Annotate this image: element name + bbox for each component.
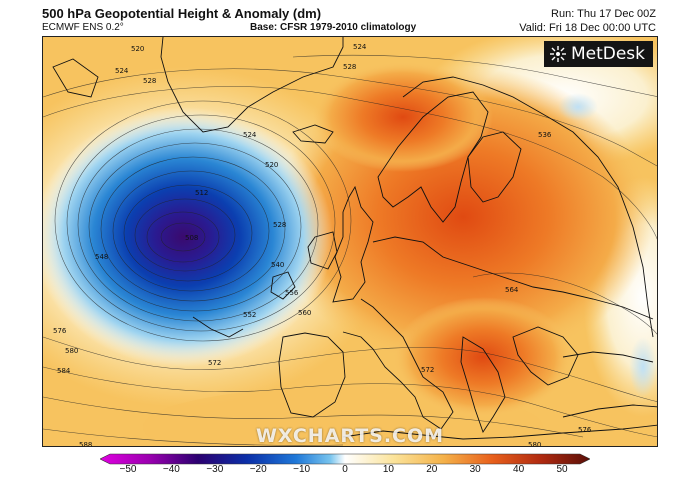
climatology-base-label: Base: CFSR 1979-2010 climatology [250,22,417,33]
colorbar-tick-label: 40 [513,464,525,475]
colorbar-tick-label: −30 [206,464,224,475]
contour-label: 580 [528,441,541,447]
metdesk-logo-icon [549,46,566,62]
colorbar-tick-label: 10 [382,464,394,475]
contour-label: 520 [131,45,144,53]
contour-label: 524 [115,67,129,75]
coastlines [52,37,657,440]
contour-label: 580 [65,347,78,355]
contour-label: 528 [273,221,286,229]
metdesk-brand-badge: MetDesk [543,41,653,67]
contour-label: 536 [538,131,552,139]
colorbar-legend: −50 −40 −30 −20 −10 0 10 20 30 40 50 [99,452,591,482]
contour-label: 572 [421,366,434,374]
contour-label: 572 [208,359,221,367]
colorbar-tick-label: −10 [293,464,311,475]
contour-label: 512 [195,189,208,197]
contour-label: 584 [57,367,71,375]
colorbar-tick-label: 50 [556,464,568,475]
contour-label: 508 [185,234,198,242]
colorbar-tick-label: −20 [249,464,267,475]
contour-label: 528 [343,63,356,71]
valid-time-label: Valid: Fri 18 Dec 00:00 UTC [519,22,656,34]
contour-label: 548 [95,253,108,261]
contour-label: 552 [243,311,256,319]
run-time-label: Run: Thu 17 Dec 00Z [551,8,656,20]
colorbar-tick-label: 20 [426,464,438,475]
colorbar-tick-label: 0 [342,464,348,475]
contour-label: 556 [285,289,299,297]
colorbar-tick-label: 30 [469,464,481,475]
brand-name: MetDesk [570,44,645,64]
contour-label: 576 [578,426,592,434]
contour-label: 520 [265,161,278,169]
contour-label: 588 [79,441,92,447]
contour-label: 528 [143,77,156,85]
contour-label: 576 [53,327,67,335]
contour-label: 524 [243,131,257,139]
chart-title: 500 hPa Geopotential Height & Anomaly (d… [42,6,322,21]
contour-label: 524 [353,43,367,51]
map-canvas: 520 524 528 512 508 524 520 528 540 556 … [43,37,657,447]
contour-labels: 520 524 528 512 508 524 520 528 540 556 … [53,43,592,447]
anomaly-map[interactable]: 520 524 528 512 508 524 520 528 540 556 … [42,36,658,447]
watermark: WXCHARTS.COM [255,425,445,447]
contour-label: 560 [298,309,311,317]
colorbar-tick-label: −40 [162,464,180,475]
model-label: ECMWF ENS 0.2° [42,22,124,33]
height-contours [43,54,657,446]
contour-label: 540 [271,261,284,269]
colorbar-tick-label: −50 [119,464,137,475]
contour-label: 564 [505,286,519,294]
